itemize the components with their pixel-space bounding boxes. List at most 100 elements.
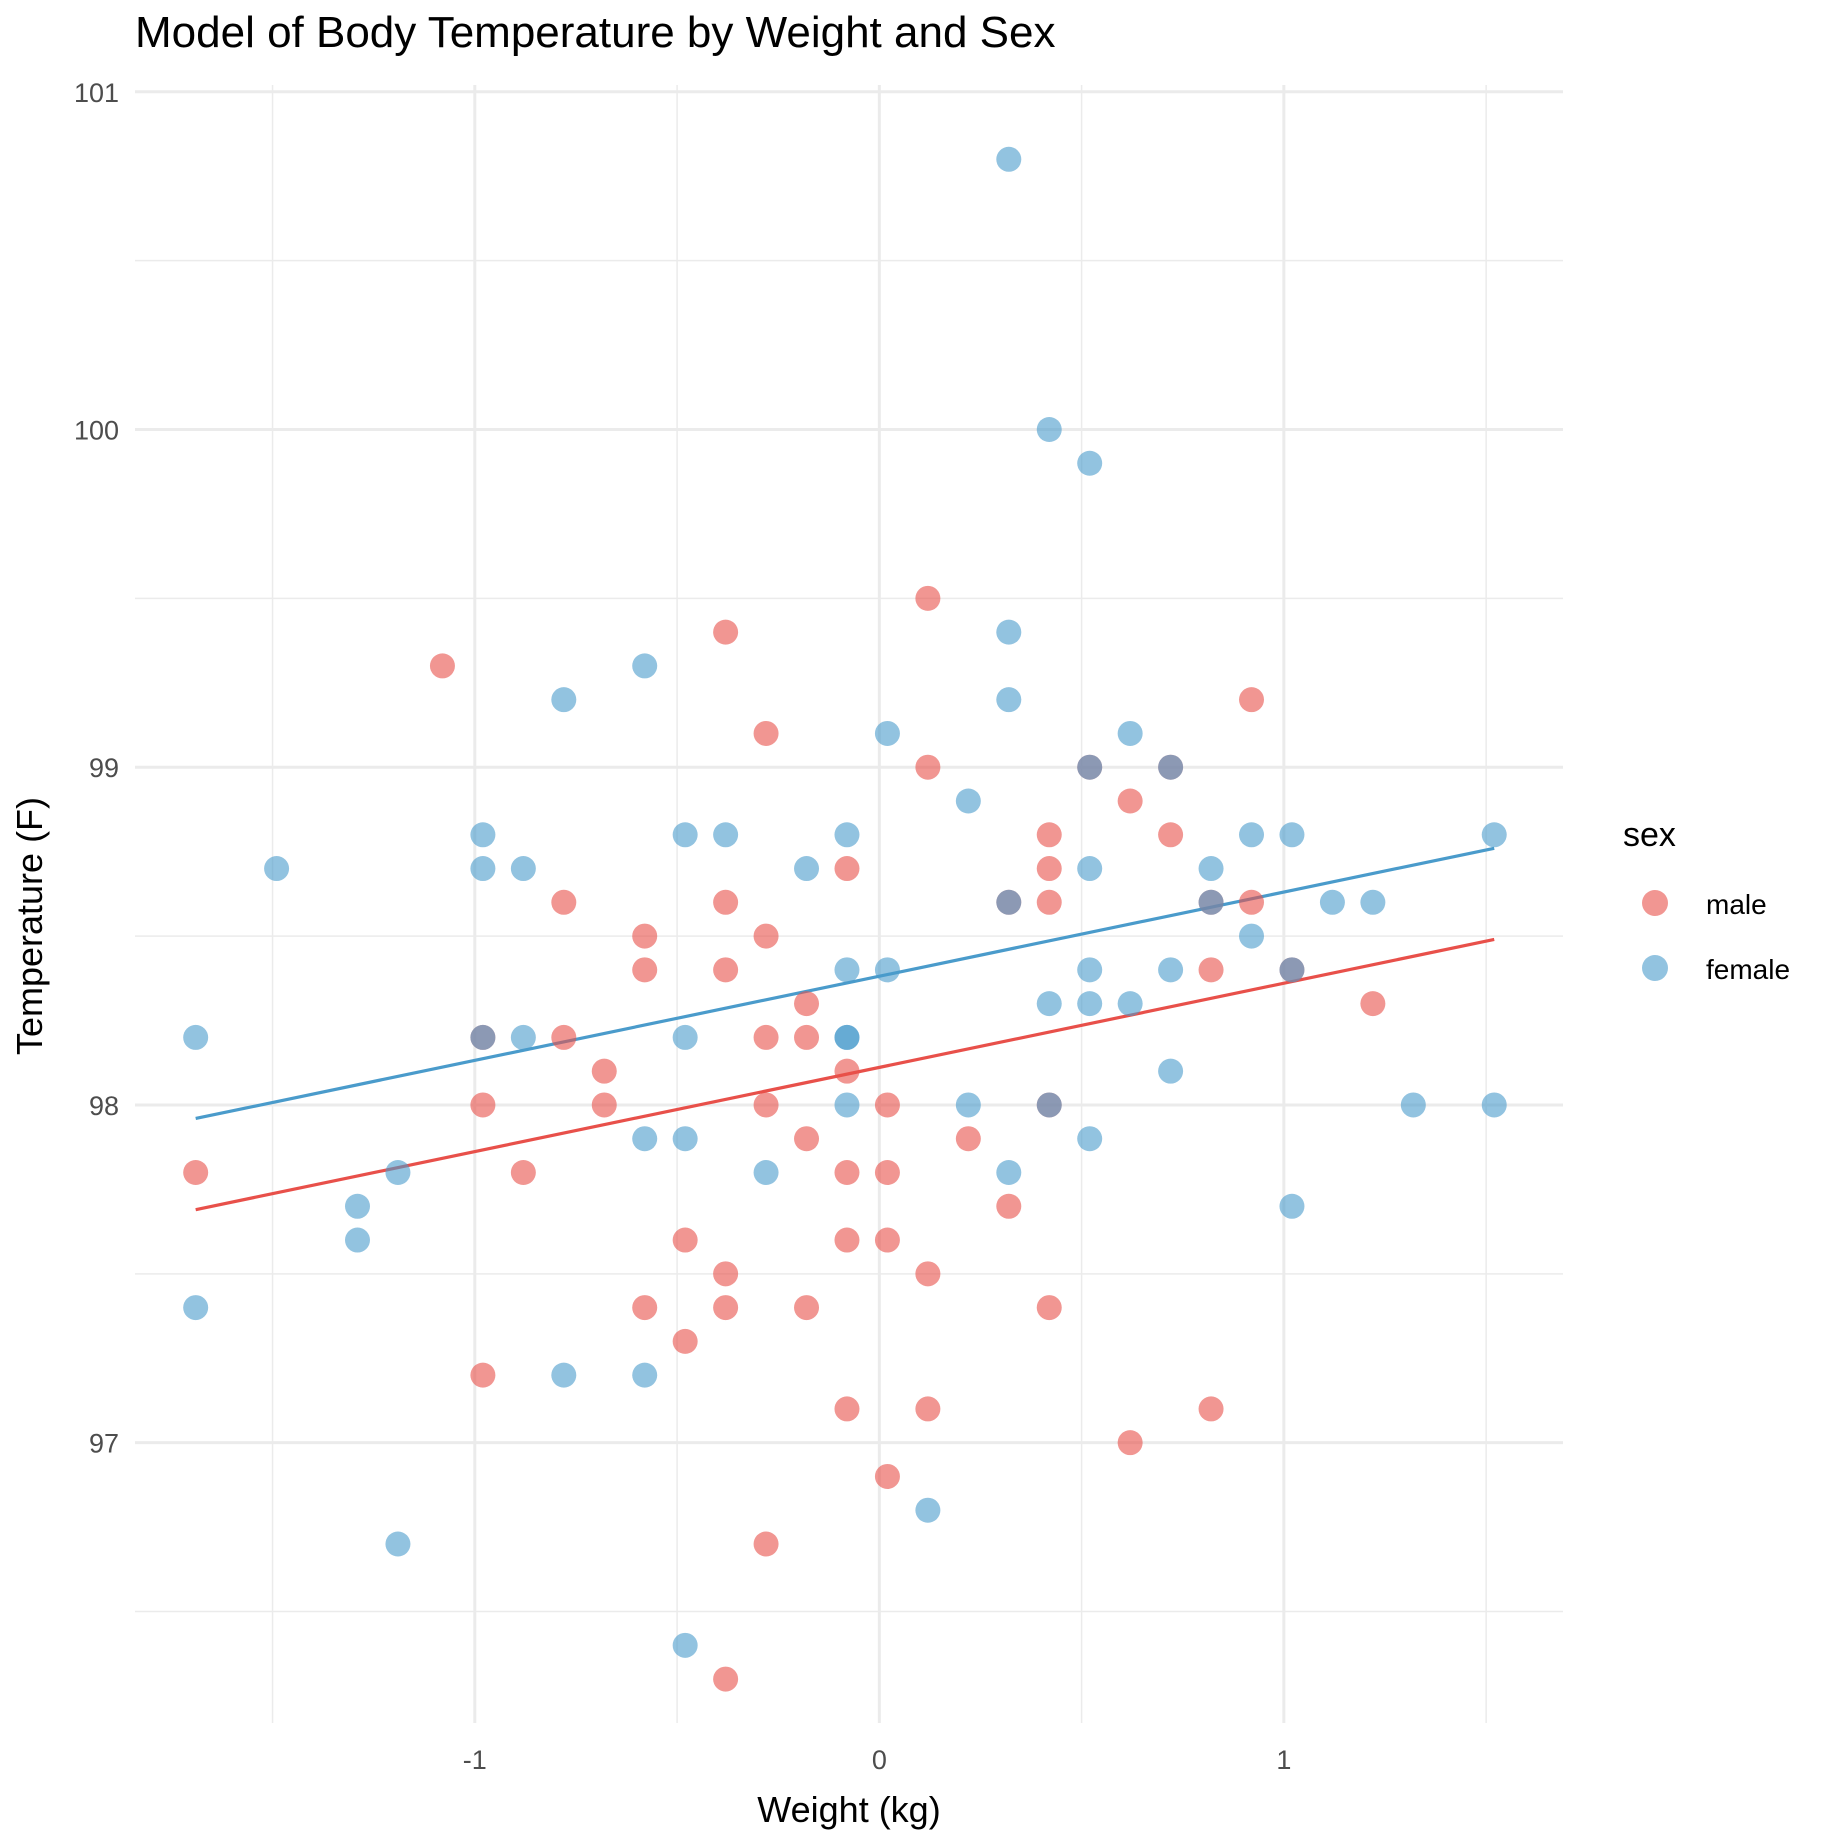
data-point-female (1077, 450, 1103, 476)
data-point-female (1319, 889, 1345, 915)
data-point-female (1077, 856, 1103, 882)
data-point-female (1117, 720, 1143, 746)
data-point-male (713, 1666, 739, 1692)
data-point-male (874, 1092, 900, 1118)
data-point-male (753, 923, 779, 949)
data-point-male (470, 1092, 496, 1118)
data-point-female (1360, 889, 1386, 915)
data-point-female (1198, 889, 1224, 915)
data-point-male (713, 957, 739, 983)
data-point-male (834, 1159, 860, 1185)
data-point-male (551, 1024, 577, 1050)
data-point-male (1036, 1295, 1062, 1321)
data-point-female (955, 1092, 981, 1118)
data-point-male (915, 754, 941, 780)
data-point-female (183, 1024, 209, 1050)
data-point-female (915, 1497, 941, 1523)
data-point-male (794, 1024, 820, 1050)
data-point-male (794, 1126, 820, 1152)
data-point-male (1036, 856, 1062, 882)
data-point-female (672, 1632, 698, 1658)
data-point-female (672, 1024, 698, 1050)
data-point-female (1279, 822, 1305, 848)
data-point-female (510, 1024, 536, 1050)
data-point-male (1198, 1396, 1224, 1422)
data-point-male (834, 1227, 860, 1253)
data-point-male (470, 1362, 496, 1388)
data-point-female (713, 822, 739, 848)
data-point-female (672, 1126, 698, 1152)
data-point-male (1158, 822, 1184, 848)
data-point-female (1239, 923, 1265, 949)
data-point-female (551, 687, 577, 713)
x-axis-title: Weight (kg) (757, 1789, 940, 1830)
data-point-male (794, 991, 820, 1017)
data-point-female (834, 957, 860, 983)
data-point-male (1117, 1430, 1143, 1456)
y-tick-label: 97 (89, 1429, 119, 1459)
data-point-male (996, 1193, 1022, 1219)
data-point-female (551, 1362, 577, 1388)
data-point-female (1481, 1092, 1507, 1118)
y-tick-label: 99 (89, 753, 119, 783)
data-point-male (632, 957, 658, 983)
legend: sex male female (1623, 816, 1790, 985)
data-point-female (834, 1092, 860, 1118)
data-point-female (996, 619, 1022, 645)
data-point-male (753, 720, 779, 746)
data-point-male (429, 653, 455, 679)
x-axis-ticks: -1 0 1 (463, 1745, 1292, 1775)
data-point-female (1077, 957, 1103, 983)
data-point-female (996, 687, 1022, 713)
y-tick-label: 100 (74, 415, 119, 445)
data-point-male (1036, 822, 1062, 848)
legend-title: sex (1623, 816, 1676, 854)
legend-label-male: male (1706, 889, 1767, 920)
data-point-female (1077, 1126, 1103, 1152)
data-point-female (834, 1024, 860, 1050)
data-point-female (470, 856, 496, 882)
data-point-male (632, 923, 658, 949)
data-point-female (264, 856, 290, 882)
data-point-male (551, 889, 577, 915)
data-point-female (470, 822, 496, 848)
data-point-female (1077, 754, 1103, 780)
data-point-female (1036, 1092, 1062, 1118)
data-point-female (344, 1193, 370, 1219)
data-point-female (1158, 754, 1184, 780)
data-point-male (632, 1295, 658, 1321)
data-point-male (753, 1092, 779, 1118)
data-point-female (955, 788, 981, 814)
data-point-female (632, 653, 658, 679)
data-point-male (1036, 889, 1062, 915)
data-point-male (794, 1295, 820, 1321)
data-point-male (510, 1159, 536, 1185)
data-point-female (874, 957, 900, 983)
data-point-female (183, 1295, 209, 1321)
data-point-male (834, 1396, 860, 1422)
data-point-male (915, 1261, 941, 1287)
data-point-female (632, 1126, 658, 1152)
data-point-male (753, 1531, 779, 1557)
data-point-male (1198, 957, 1224, 983)
data-point-female (1198, 856, 1224, 882)
chart-title: Model of Body Temperature by Weight and … (135, 8, 1055, 57)
legend-label-female: female (1706, 954, 1790, 985)
data-point-female (1117, 991, 1143, 1017)
y-tick-label: 101 (74, 78, 119, 108)
data-point-female (794, 856, 820, 882)
data-point-female (753, 1159, 779, 1185)
data-point-female (996, 146, 1022, 172)
data-point-male (753, 1024, 779, 1050)
data-point-female (834, 822, 860, 848)
data-point-male (591, 1092, 617, 1118)
data-point-female (1077, 991, 1103, 1017)
data-point-female (385, 1159, 411, 1185)
x-tick-label: 0 (872, 1745, 887, 1775)
data-point-male (713, 889, 739, 915)
data-points (183, 146, 1507, 1692)
data-point-female (672, 822, 698, 848)
data-point-female (1400, 1092, 1426, 1118)
